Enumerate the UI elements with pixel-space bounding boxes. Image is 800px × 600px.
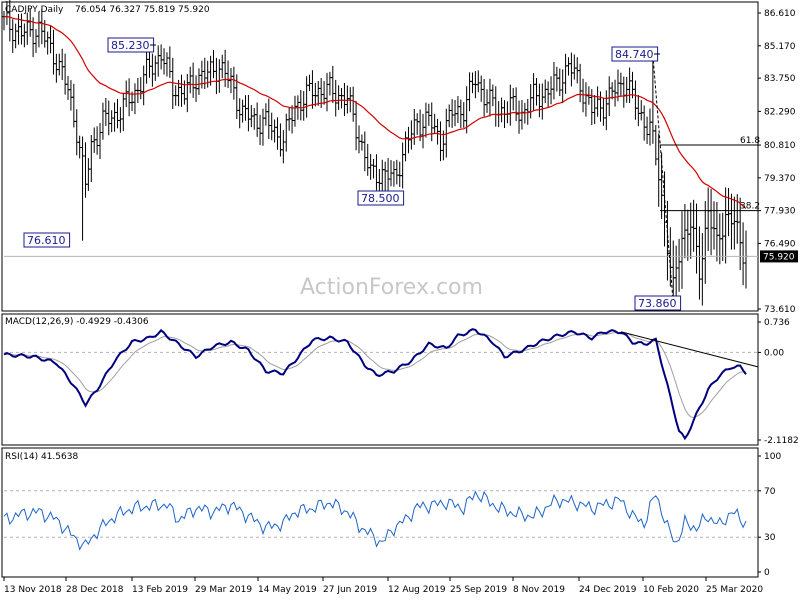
macd-axis-label: -2.1182 <box>764 436 799 446</box>
price-bars <box>2 0 748 306</box>
ema-line <box>3 15 747 210</box>
chart-title: CADJPY,Daily <box>5 5 64 15</box>
label-low-78500-box <box>357 190 405 206</box>
price-axis-label: 80.810 <box>764 141 796 151</box>
price-axis-label: 77.930 <box>764 207 796 217</box>
price-axis-label: 73.610 <box>764 305 796 315</box>
fib-382-label: 38.2 <box>740 202 760 212</box>
annotation-labels: 85.230 84.740 76.610 78.500 73.860 61.8 38.2 <box>23 37 760 311</box>
fib-618-label: 61.8 <box>740 136 760 146</box>
price-axis-label: 83.750 <box>764 74 796 84</box>
watermark: ActionForex.com <box>300 275 483 300</box>
macd-line <box>3 328 747 441</box>
rsi-label: RSI(14) 41.5638 <box>5 452 78 462</box>
rsi-line <box>3 490 747 551</box>
rsi-axis-label: 30 <box>764 533 776 543</box>
macd-lines <box>3 328 759 441</box>
price-axis-label: 85.170 <box>764 42 796 52</box>
macd-signal-line <box>3 332 747 419</box>
rsi-panel-frame <box>1 447 759 578</box>
rsi-axis-label: 70 <box>764 487 776 497</box>
date-axis-label: 12 Aug 2019 <box>388 585 446 595</box>
rsi-axis-label: 100 <box>764 452 781 462</box>
label-high-85230: 85.230 <box>111 39 150 52</box>
macd-panel-frame <box>1 313 759 446</box>
date-axis-label: 29 Mar 2019 <box>195 585 252 595</box>
price-axis-label: 76.490 <box>764 239 796 249</box>
date-axis-label: 14 May 2019 <box>258 585 317 595</box>
rsi-axis-label: 0 <box>764 568 770 578</box>
label-low-76610: 76.610 <box>27 234 66 247</box>
swing-dashed-line <box>652 55 674 304</box>
date-axis-label: 27 Jun 2019 <box>323 585 377 595</box>
macd-label: MACD(12,26,9) -0.4929 -0.4306 <box>5 317 149 327</box>
overlays <box>3 15 758 304</box>
label-low-73860: 73.860 <box>638 297 677 310</box>
date-axis-label: 13 Nov 2018 <box>4 585 62 595</box>
price-panel-frame <box>1 1 759 312</box>
date-axis-label: 13 Feb 2019 <box>132 585 188 595</box>
last-price-box <box>760 250 798 263</box>
date-axis-label: 25 Mar 2020 <box>706 585 763 595</box>
rsi-line <box>3 490 747 551</box>
last-price-label: 75.920 <box>763 252 795 262</box>
label-high-84740: 84.740 <box>615 48 654 61</box>
price-axis-label: 82.290 <box>764 107 796 117</box>
ohlc-values: 76.054 76.327 75.819 75.920 <box>75 5 210 15</box>
date-axis-label: 25 Sep 2019 <box>450 585 507 595</box>
label-low-76610-box <box>23 232 71 248</box>
macd-axis-label: 0.00 <box>764 348 784 358</box>
price-axis-label: 86.610 <box>764 9 796 19</box>
date-axis-label: 8 Nov 2019 <box>513 585 565 595</box>
price-axis-label: 79.370 <box>764 174 796 184</box>
label-low-73860-box <box>634 295 682 311</box>
date-axis-label: 24 Dec 2019 <box>579 585 637 595</box>
label-low-78500: 78.500 <box>361 192 400 205</box>
macd-trendline <box>620 331 759 368</box>
date-axis-label: 28 Dec 2018 <box>66 585 124 595</box>
axes: 86.610 85.170 83.750 82.290 80.810 79.370 77.9… <box>3 9 799 595</box>
macd-axis-label: 0.736 <box>764 318 790 328</box>
date-axis-label: 10 Feb 2020 <box>643 585 699 595</box>
